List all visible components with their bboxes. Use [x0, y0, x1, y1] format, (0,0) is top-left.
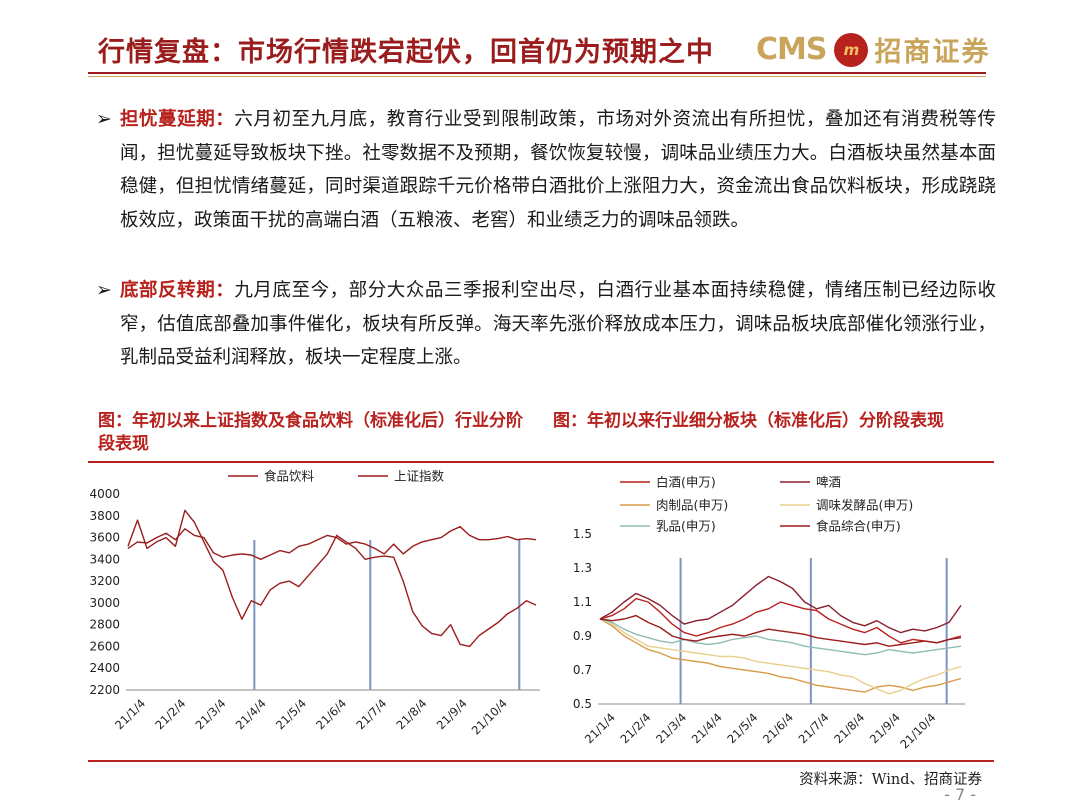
chart-left: 4000 3800 3600 3400 3200 3000 2800 2600 2400 2200…	[89, 469, 540, 737]
figure-title-left: 图：年初以来上证指数及食品饮料（标准化后）行业分阶段表现	[98, 411, 523, 454]
x-tick-label: 21/5/4	[273, 696, 309, 732]
legend-label: 啤酒	[816, 475, 841, 490]
legend-label: 食品饮料	[264, 469, 315, 484]
bullet-worry-period: ➢ 担忧蔓延期：六月初至九月底，教育行业受到限制政策，市场对外资流出有所担忧，叠…	[96, 103, 996, 237]
legend-label: 肉制品(申万)	[656, 498, 728, 513]
x-tick-label: 21/9/4	[434, 696, 470, 732]
series-line	[599, 597, 962, 644]
y-tick-label: 1.5	[573, 527, 592, 541]
y-tick-label: 0.5	[573, 697, 592, 711]
legend-label: 上证指数	[394, 469, 445, 484]
page-number: - 7 -	[944, 785, 976, 804]
y-tick-label: 3400	[89, 552, 120, 566]
y-tick-label: 4000	[89, 487, 120, 501]
series-line	[127, 509, 537, 648]
x-tick-label: 21/2/4	[617, 710, 653, 746]
y-tick-label: 2800	[89, 618, 120, 632]
x-tick-label: 21/10/4	[897, 710, 938, 751]
source-note: 资料来源：Wind、招商证券	[799, 772, 982, 788]
bullet-heading: 担忧蔓延期：	[120, 109, 235, 130]
x-tick-label: 21/1/4	[582, 710, 618, 746]
x-tick-label: 21/2/4	[152, 696, 188, 732]
y-tick-label: 0.9	[573, 629, 592, 643]
y-tick-label: 3600	[89, 531, 120, 545]
y-tick-label: 2600	[89, 639, 120, 653]
figure-rule	[88, 461, 994, 463]
x-tick-label: 21/5/4	[724, 710, 760, 746]
x-tick-label: 21/10/4	[469, 696, 510, 737]
bullet-bottom-reversal: ➢ 底部反转期：九月底至今，部分大众品三季报利空出尽，白酒行业基本面持续稳健，情…	[96, 274, 996, 375]
series-line	[599, 618, 962, 693]
y-tick-label: 3000	[89, 596, 120, 610]
x-tick-label: 21/8/4	[394, 696, 430, 732]
x-tick-label: 21/6/4	[313, 696, 349, 732]
x-tick-label: 21/1/4	[112, 696, 148, 732]
legend-label: 食品综合(申万)	[816, 519, 901, 534]
x-tick-label: 21/3/4	[653, 710, 689, 746]
legend-label: 调味发酵品(申万)	[816, 498, 913, 513]
bullet-arrow-icon: ➢	[96, 108, 112, 130]
logo: CMS m 招商证券	[756, 30, 990, 69]
header-rule	[88, 72, 986, 74]
legend-label: 白酒(申万)	[656, 475, 716, 490]
series-line	[599, 614, 962, 647]
y-tick-label: 0.7	[573, 663, 592, 677]
bullet-heading: 底部反转期：	[120, 280, 235, 301]
y-tick-label: 2200	[89, 683, 120, 697]
series-line	[127, 525, 537, 561]
x-tick-label: 21/4/4	[233, 696, 269, 732]
x-tick-label: 21/3/4	[193, 696, 229, 732]
x-tick-label: 21/8/4	[831, 710, 867, 746]
x-tick-label: 21/7/4	[796, 710, 832, 746]
x-tick-label: 21/6/4	[760, 710, 796, 746]
y-tick-label: 2400	[89, 661, 120, 675]
y-tick-label: 1.1	[573, 595, 592, 609]
series-line	[599, 618, 962, 695]
bullet-arrow-icon: ➢	[96, 279, 112, 301]
y-tick-label: 3800	[89, 509, 120, 523]
figure-title-right: 图：年初以来行业细分板块（标准化后）分阶段表现	[553, 411, 944, 431]
bullet-text: 六月初至九月底，教育行业受到限制政策，市场对外资流出有所担忧，叠加还有消费税等传…	[120, 109, 996, 231]
logo-mark-icon: m	[834, 32, 869, 67]
y-tick-label: 3200	[89, 574, 120, 588]
header-rule-gold	[88, 76, 986, 77]
chart-right: 1.5 1.3 1.1 0.9 0.7 0.521/1/4 21/2/4 21/3/4 21/4…	[573, 475, 965, 751]
bullet-text: 九月底至今，部分大众品三季报利空出尽，白酒行业基本面持续稳健，情绪压制已经边际收…	[120, 280, 996, 368]
legend-label: 乳品(申万)	[656, 519, 716, 534]
logo-company-name: 招商证券	[874, 37, 991, 68]
x-tick-label: 21/4/4	[689, 710, 725, 746]
page-title: 行情复盘：市场行情跌宕起伏，回首仍为预期之中	[98, 37, 714, 68]
footer-rule	[88, 760, 994, 762]
y-tick-label: 1.3	[573, 561, 592, 575]
x-tick-label: 21/7/4	[353, 696, 389, 732]
series-line	[599, 575, 962, 634]
logo-cms-text: CMS	[756, 32, 827, 67]
series-line	[599, 618, 962, 656]
